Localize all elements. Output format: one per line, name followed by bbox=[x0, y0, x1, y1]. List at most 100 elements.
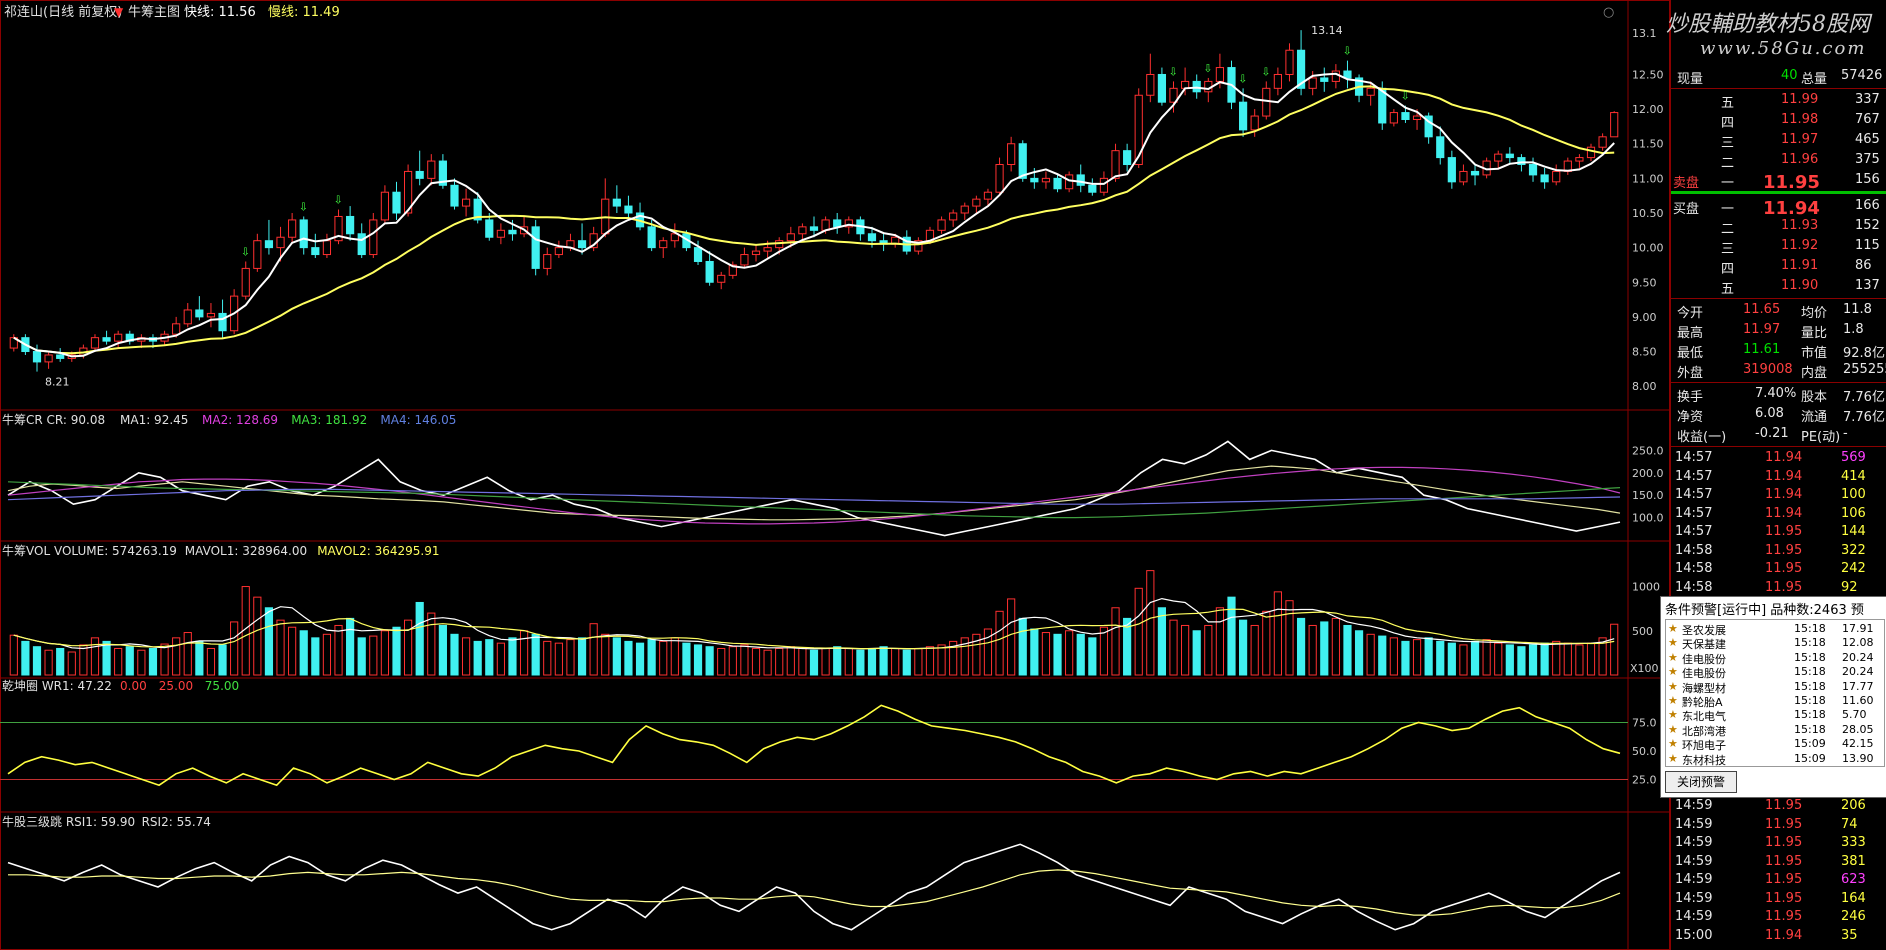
volume-bar bbox=[1412, 639, 1422, 676]
volume-bar bbox=[1459, 644, 1468, 676]
signal-arrow-icon: ⇩ bbox=[1261, 65, 1270, 78]
quote-cell: 四 bbox=[1721, 116, 1735, 131]
quote-cell: 6.08 bbox=[1755, 406, 1784, 421]
condition-alert-window[interactable]: 条件预警[运行中] 品种数:2463 预 ★ 圣农发展 15:18 17.91 ★ 天保基… bbox=[1660, 596, 1886, 798]
volume-bar bbox=[543, 640, 552, 676]
volume-bar bbox=[102, 640, 111, 676]
volume-bar bbox=[809, 649, 819, 676]
stat-row: 最高 11.97 量比 1.8 bbox=[1671, 320, 1886, 341]
candle bbox=[1076, 164, 1085, 193]
volume-bar bbox=[1470, 640, 1480, 676]
alert-item[interactable]: ★ 佳电股份 15:18 20.24 bbox=[1666, 649, 1884, 667]
candle bbox=[56, 348, 65, 362]
kline-chart-area[interactable]: 祁连山(日线 前复权) ▼ 牛筹主图 快线: 11.56 慢线: 11.49 ○… bbox=[0, 0, 1670, 950]
fundamental-row: 净资 6.08 流通 7.76亿 bbox=[1671, 404, 1886, 425]
candle bbox=[809, 216, 819, 238]
alert-stock-name: 佳电股份 bbox=[1682, 652, 1726, 666]
volume-bar bbox=[276, 619, 285, 676]
quote-cell: 35 bbox=[1841, 927, 1858, 943]
volume-bar bbox=[450, 633, 459, 676]
volume-bar bbox=[1134, 587, 1143, 676]
volume-bar bbox=[1157, 607, 1167, 676]
candle bbox=[1563, 157, 1572, 175]
alert-price: 5.70 bbox=[1842, 708, 1867, 722]
tick-row: 14:57 11.94 414 bbox=[1671, 467, 1886, 487]
volume-bar bbox=[264, 607, 274, 676]
alert-item[interactable]: ★ 天保基建 15:18 12.08 bbox=[1666, 634, 1884, 652]
candle bbox=[519, 216, 529, 238]
alert-item[interactable]: ★ 海螺型材 15:18 17.77 bbox=[1666, 678, 1884, 696]
candle bbox=[183, 303, 192, 328]
volume-bar bbox=[1320, 621, 1329, 676]
signal-arrow-icon: ⇩ bbox=[1169, 65, 1178, 78]
quote-cell: 换手 bbox=[1677, 390, 1704, 405]
stock-title: 祁连山(日线 前复权) bbox=[4, 4, 122, 20]
quote-cell: 11.99 bbox=[1781, 92, 1819, 107]
signal-arrow-icon: ⇩ bbox=[1342, 45, 1351, 58]
volume-bar bbox=[1540, 642, 1549, 676]
tick-row: 14:58 11.95 242 bbox=[1671, 559, 1886, 579]
candle bbox=[206, 303, 216, 328]
quote-cell: 767 bbox=[1855, 112, 1880, 127]
candle bbox=[949, 209, 958, 227]
quote-cell: 11.90 bbox=[1781, 278, 1819, 293]
candle bbox=[1447, 150, 1456, 189]
wr-panel: 75.0 50.0 25.0 乾坤圈 WR1: 47.22 0.00 25.00 75.00 bbox=[0, 678, 1657, 787]
volume-bar bbox=[925, 646, 935, 676]
candle bbox=[461, 188, 471, 217]
quote-cell: 14:59 bbox=[1675, 872, 1713, 887]
cr-series-line bbox=[7, 466, 1621, 525]
quote-cell: 14:58 bbox=[1675, 579, 1713, 595]
slow-line-label: 慢线: 11.49 bbox=[268, 4, 340, 20]
quote-cell: 11.95 bbox=[1765, 816, 1803, 832]
quote-cell: 414 bbox=[1841, 468, 1866, 484]
quote-cell: 569 bbox=[1841, 450, 1866, 465]
quote-cell: 7.40% bbox=[1755, 386, 1797, 401]
stat-row: 今开 11.65 均价 11.8 bbox=[1671, 300, 1886, 321]
alert-item[interactable]: ★ 环旭电子 15:09 42.15 bbox=[1666, 735, 1884, 753]
cr-y-tick: 200.0 bbox=[1632, 467, 1664, 480]
bid-row: 三 11.92 115 bbox=[1671, 236, 1886, 257]
quote-cell: 337 bbox=[1855, 92, 1880, 107]
quote-cell: 86 bbox=[1855, 258, 1872, 273]
volume-bar bbox=[392, 626, 401, 676]
alert-list[interactable]: ★ 圣农发展 15:18 17.91 ★ 天保基建 15:18 12.08 ★ 佳电股份 15:18… bbox=[1665, 619, 1885, 767]
alert-price: 42.15 bbox=[1842, 737, 1874, 751]
tick-row: 14:57 11.94 569 bbox=[1671, 448, 1886, 468]
panel-close-icon[interactable]: ○ bbox=[1603, 5, 1614, 20]
volume-bar bbox=[1018, 617, 1027, 676]
quote-cell: 买盘 bbox=[1673, 202, 1700, 217]
quote-cell: 11.94 bbox=[1765, 487, 1803, 502]
candle bbox=[740, 247, 749, 269]
candle bbox=[195, 296, 204, 321]
legend-entry: 0.00 bbox=[120, 679, 147, 693]
volume-bar bbox=[833, 646, 842, 676]
ask-row: 五 11.99 337 bbox=[1671, 90, 1886, 111]
tick-row: 14:59 11.95 164 bbox=[1671, 889, 1886, 909]
volume-bar bbox=[693, 644, 703, 676]
alert-item[interactable]: ★ 佳电股份 15:18 20.24 bbox=[1666, 663, 1884, 681]
stat-row: 外盘 319008 内盘 255255 bbox=[1671, 360, 1886, 381]
alert-time: 15:18 bbox=[1794, 694, 1826, 707]
quote-cell: 333 bbox=[1841, 835, 1866, 850]
volume-bar bbox=[531, 633, 540, 676]
legend-entry: 乾坤圈 WR1: 47.22 bbox=[2, 678, 112, 693]
alert-item[interactable]: ★ 圣农发展 15:18 17.91 bbox=[1666, 620, 1884, 638]
volume-bar bbox=[856, 649, 865, 676]
volume-bar bbox=[1065, 630, 1074, 676]
legend-entry: MA4: 146.05 bbox=[380, 413, 456, 427]
alert-item[interactable]: ★ 北部湾港 15:18 28.05 bbox=[1666, 721, 1884, 739]
candle bbox=[299, 216, 308, 255]
candle bbox=[601, 178, 610, 238]
spread-divider bbox=[1671, 191, 1886, 194]
alert-item[interactable]: ★ 东材科技 15:09 13.90 bbox=[1666, 750, 1884, 768]
candle bbox=[114, 330, 123, 349]
volume-bar bbox=[253, 596, 262, 676]
alert-item[interactable]: ★ 黔轮胎A 15:18 11.60 bbox=[1666, 692, 1884, 710]
close-alert-button[interactable]: 关闭预警 bbox=[1665, 771, 1737, 793]
alert-item[interactable]: ★ 东北电气 15:18 5.70 bbox=[1666, 706, 1884, 724]
wr-series-line bbox=[7, 704, 1621, 787]
alert-title: 条件预警[运行中] 品种数:2463 预 bbox=[1665, 603, 1864, 617]
quote-cell: 15:00 bbox=[1675, 927, 1713, 943]
alert-stock-name: 佳电股份 bbox=[1682, 667, 1726, 681]
